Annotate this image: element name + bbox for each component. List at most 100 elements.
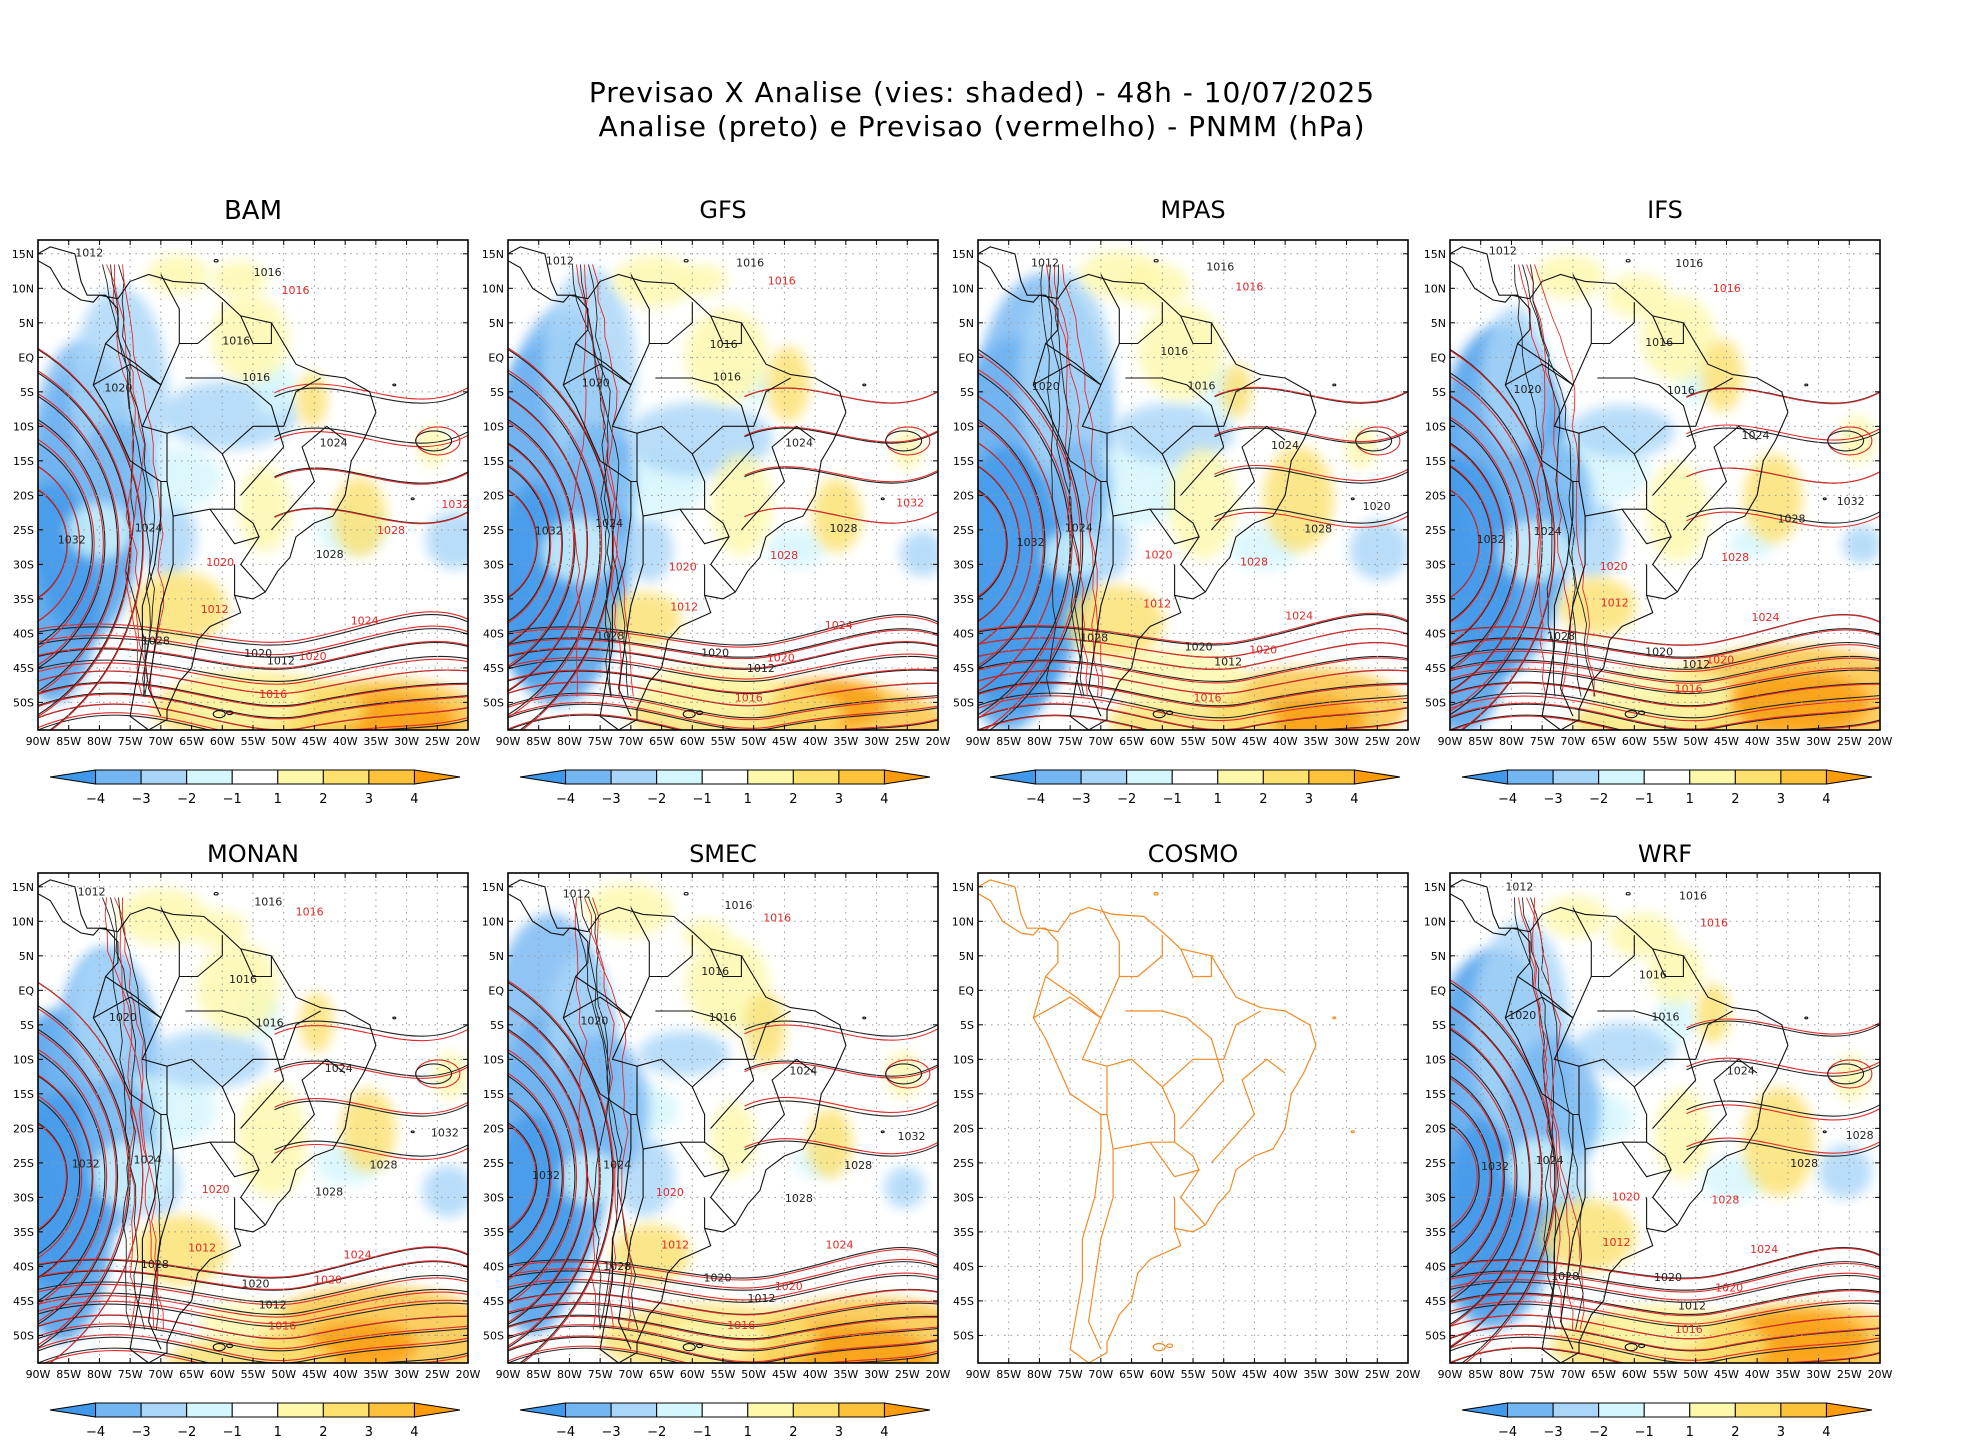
contour-label: 1016 xyxy=(282,284,310,297)
colorbar-tick-label: 3 xyxy=(1305,792,1313,807)
lon-tick-label: 55W xyxy=(241,735,266,748)
lon-tick-label: 25W xyxy=(895,735,920,748)
lon-tick-label: 55W xyxy=(241,1368,266,1381)
lat-tick-label: 20S xyxy=(13,489,34,502)
colorbar-tick-label: 3 xyxy=(1777,792,1785,807)
contour-label: 1024 xyxy=(134,1154,162,1167)
lon-tick-label: 25W xyxy=(1837,735,1862,748)
colorbar-tick-label: 3 xyxy=(1777,1425,1785,1440)
contour-label: 1020 xyxy=(669,560,697,573)
lon-tick-label: 40W xyxy=(1745,735,1770,748)
contour-label: 1020 xyxy=(775,1280,803,1293)
lat-tick-label: 10N xyxy=(482,282,504,295)
lon-tick-label: 70W xyxy=(1560,1368,1585,1381)
colorbar-tick-label: −4 xyxy=(1498,1425,1517,1440)
colorbar-tick-label: 4 xyxy=(410,792,418,807)
lon-tick-label: 65W xyxy=(1119,1368,1144,1381)
contour-label: 1016 xyxy=(242,371,270,384)
figure-title-line1: Previsao X Analise (vies: shaded) - 48h … xyxy=(588,76,1376,109)
lat-tick-label: EQ xyxy=(958,984,974,997)
colorbar-tick-label: −2 xyxy=(1117,792,1136,807)
map-panel-ifs: 1012 1016 1016 1020 1024 1028 1032 1020 1028 1012… xyxy=(1424,239,1893,748)
colorbar-tick-label: −1 xyxy=(1635,1425,1654,1440)
lat-tick-label: 25S xyxy=(953,524,974,537)
lon-tick-label: 45W xyxy=(772,1368,797,1381)
contour-label: 1028 xyxy=(1721,551,1749,564)
lat-tick-label: 15S xyxy=(1425,455,1446,468)
lat-tick-label: EQ xyxy=(18,984,34,997)
lat-tick-label: 20S xyxy=(1425,1122,1446,1135)
panel-title-gfs: GFS xyxy=(699,196,747,224)
contour-label: 1024 xyxy=(789,1065,817,1078)
contour-label: 1024 xyxy=(785,436,813,449)
contour-label: 1020 xyxy=(1706,654,1734,667)
contour-label: 1024 xyxy=(344,1248,372,1261)
lon-tick-label: 65W xyxy=(1591,1368,1616,1381)
colorbar-tick-label: 1 xyxy=(744,792,752,807)
lon-tick-label: 45W xyxy=(1242,735,1267,748)
lat-tick-label: 50S xyxy=(953,1329,974,1342)
contour-label: 1016 xyxy=(1713,282,1741,295)
lon-tick-label: 25W xyxy=(1837,1368,1862,1381)
contour-label: 1032 xyxy=(431,1127,459,1140)
contour-label: 1016 xyxy=(1675,683,1703,696)
contour-label: 1012 xyxy=(563,887,591,900)
lon-tick-label: 85W xyxy=(1468,1368,1493,1381)
lat-tick-label: 20S xyxy=(483,489,504,502)
lon-tick-label: 70W xyxy=(1560,735,1585,748)
lon-tick-label: 20W xyxy=(456,735,481,748)
lat-tick-label: EQ xyxy=(488,984,504,997)
colorbar-tick-label: 1 xyxy=(1214,792,1222,807)
lon-tick-label: 65W xyxy=(179,1368,204,1381)
lon-tick-label: 85W xyxy=(526,1368,551,1381)
lat-tick-label: 25S xyxy=(1425,1157,1446,1170)
contour-label: 1020 xyxy=(704,1272,732,1285)
contour-label: 1024 xyxy=(1271,439,1299,452)
contour-label: 1012 xyxy=(661,1239,689,1252)
contour-label: 1016 xyxy=(1645,336,1673,349)
lat-tick-label: 15S xyxy=(953,455,974,468)
continent-outline xyxy=(1032,273,1317,730)
contour-label: 1016 xyxy=(259,688,287,701)
contour-label: 1028 xyxy=(785,1192,813,1205)
lat-tick-label: 45S xyxy=(1425,662,1446,675)
colorbar-tick-label: −1 xyxy=(223,1425,242,1440)
panel-title-bam: BAM xyxy=(223,196,283,226)
colorbar-gfs: −4 −3 −2 −1 1 2 3 4 xyxy=(519,769,931,810)
lat-tick-label: 5N xyxy=(489,950,504,963)
colorbar-tick-label: 4 xyxy=(1822,792,1830,807)
contour-label: 1012 xyxy=(1601,597,1629,610)
lon-tick-label: 45W xyxy=(1714,735,1739,748)
contour-label: 1012 xyxy=(1214,656,1242,669)
contour-label: 1016 xyxy=(1667,384,1695,397)
lon-tick-label: 45W xyxy=(302,1368,327,1381)
lon-tick-label: 55W xyxy=(1653,735,1678,748)
lon-tick-label: 35W xyxy=(1303,735,1328,748)
contour-label: 1032 xyxy=(441,498,469,511)
lon-tick-label: 80W xyxy=(1027,1368,1052,1381)
lon-tick-label: 35W xyxy=(833,735,858,748)
contour-label: 1016 xyxy=(1188,380,1216,393)
contour-label: 1016 xyxy=(296,906,324,919)
contour-label: 1016 xyxy=(735,692,763,705)
contour-label: 1012 xyxy=(1682,658,1710,671)
colorbar-tick-label: 2 xyxy=(789,1425,797,1440)
contour-label: 1012 xyxy=(1143,597,1171,610)
map-panel-smec: 1012 1016 1016 1020 1024 1028 1032 1020 1028 1012… xyxy=(482,872,951,1381)
contour-label: 1032 xyxy=(72,1157,100,1170)
lon-tick-label: 35W xyxy=(1303,1368,1328,1381)
lon-tick-label: 40W xyxy=(333,735,358,748)
colorbar-tick-label: 2 xyxy=(1731,792,1739,807)
contour-label: 1020 xyxy=(1185,641,1213,654)
contour-label: 1016 xyxy=(1679,890,1707,903)
lon-tick-label: 30W xyxy=(1806,1368,1831,1381)
lat-tick-label: 10N xyxy=(1424,282,1446,295)
lat-tick-label: 50S xyxy=(1425,696,1446,709)
contour-label: 1012 xyxy=(1031,256,1059,269)
contour-label: 1020 xyxy=(109,1011,137,1024)
contour-label: 1028 xyxy=(596,630,624,643)
contour-label: 1016 xyxy=(229,973,257,986)
contour-label: 1012 xyxy=(259,1298,287,1311)
lon-tick-label: 35W xyxy=(1775,1368,1800,1381)
contour-label: 1016 xyxy=(701,965,729,978)
